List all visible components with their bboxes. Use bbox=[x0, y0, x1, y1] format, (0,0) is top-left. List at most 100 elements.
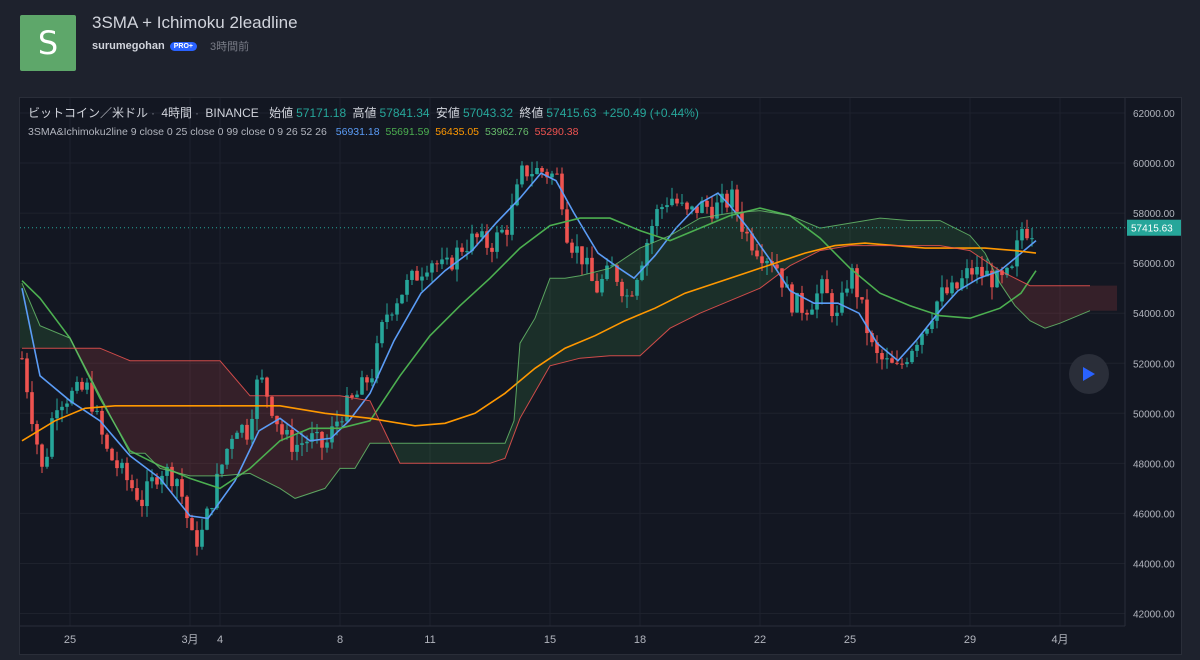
candle-body bbox=[525, 165, 529, 177]
candle-body bbox=[825, 279, 829, 294]
candle-body bbox=[295, 444, 299, 452]
candle-body bbox=[755, 250, 759, 257]
candle-body bbox=[1005, 267, 1009, 276]
candle-body bbox=[905, 362, 909, 365]
candle-body bbox=[745, 231, 749, 234]
high-label: 高値 bbox=[352, 106, 377, 120]
candle-body bbox=[175, 479, 179, 487]
candle-body bbox=[445, 257, 449, 260]
candle-body bbox=[360, 377, 364, 395]
candle-body bbox=[395, 303, 399, 315]
candle-body bbox=[185, 496, 189, 519]
author-avatar[interactable]: S bbox=[20, 15, 76, 71]
candle-body bbox=[640, 265, 644, 280]
candle-body bbox=[480, 231, 484, 238]
candle-body bbox=[145, 481, 149, 507]
candle-body bbox=[155, 477, 159, 485]
symbol-name[interactable]: ビットコイン／米ドル bbox=[28, 106, 149, 120]
pro-badge: PRO+ bbox=[169, 41, 197, 51]
indicator-legend[interactable]: 3SMA&Ichimoku2line 9 close 0 25 close 0 … bbox=[28, 126, 581, 138]
idea-title[interactable]: 3SMA + Ichimoku 2leadline bbox=[92, 13, 298, 32]
candle-body bbox=[600, 278, 604, 293]
candle-body bbox=[730, 189, 734, 208]
candle-body bbox=[345, 395, 349, 422]
candle-body bbox=[205, 508, 209, 530]
last-price-tag bbox=[1127, 219, 1181, 236]
x-tick-label: 25 bbox=[64, 634, 76, 646]
candle-body bbox=[840, 292, 844, 313]
candle-body bbox=[385, 314, 389, 323]
change-value: +250.49 (+0.44%) bbox=[602, 106, 699, 120]
y-tick-label: 56000.00 bbox=[1133, 259, 1175, 270]
candle-body bbox=[975, 266, 979, 275]
x-tick-label: 4 bbox=[217, 634, 223, 646]
candle-body bbox=[405, 279, 409, 295]
candle-body bbox=[475, 233, 479, 238]
candle-body bbox=[105, 434, 109, 449]
price-chart[interactable]: 62000.00 60000.00 58000.00 56000.00 54000.00… bbox=[20, 98, 1182, 655]
candle-body bbox=[965, 268, 969, 279]
candle-body bbox=[630, 295, 634, 297]
candle-body bbox=[380, 322, 384, 344]
candle-body bbox=[365, 377, 369, 383]
candle-body bbox=[265, 377, 269, 397]
candle-body bbox=[80, 381, 84, 390]
candle-body bbox=[970, 268, 974, 275]
candle-body bbox=[590, 257, 594, 281]
line-span-b bbox=[22, 245, 1090, 464]
candle-body bbox=[790, 284, 794, 313]
close-label: 終値 bbox=[519, 106, 544, 120]
candle-body bbox=[865, 299, 869, 334]
candle-body bbox=[225, 448, 229, 465]
candle-body bbox=[290, 430, 294, 452]
candle-body bbox=[140, 499, 144, 507]
candle-body bbox=[810, 309, 814, 315]
candle-body bbox=[490, 247, 494, 252]
y-tick-label: 46000.00 bbox=[1133, 509, 1175, 520]
cloud-segment bbox=[388, 210, 988, 464]
candle-body bbox=[605, 265, 609, 279]
candle-body bbox=[615, 265, 619, 282]
chart-panel[interactable]: 62000.00 60000.00 58000.00 56000.00 54000.00… bbox=[19, 97, 1182, 655]
candle-body bbox=[400, 294, 404, 304]
candle-body bbox=[435, 263, 439, 265]
candle-body bbox=[570, 242, 574, 253]
symbol-legend: ビットコイン／米ドル · 4時間 · BINANCE 始値 57171.18 高値 57… bbox=[28, 106, 699, 120]
candle-body bbox=[915, 344, 919, 351]
play-button[interactable] bbox=[1069, 354, 1109, 394]
candle-body bbox=[460, 247, 464, 252]
interval-label[interactable]: 4時間 bbox=[161, 106, 193, 120]
candle-body bbox=[505, 229, 509, 235]
candle-body bbox=[715, 202, 719, 219]
x-tick-label: 15 bbox=[544, 634, 556, 646]
candle-body bbox=[795, 292, 799, 313]
candle-body bbox=[75, 381, 79, 391]
candle-body bbox=[890, 358, 894, 363]
candle-body bbox=[870, 333, 874, 343]
candle-body bbox=[455, 247, 459, 270]
candle-body bbox=[115, 460, 119, 469]
x-tick-label: 11 bbox=[424, 634, 435, 646]
candle-body bbox=[580, 246, 584, 265]
author-name[interactable]: surumegohan bbox=[92, 40, 165, 52]
last-price-label: 57415.63 bbox=[1131, 224, 1173, 235]
x-tick-label: 3月 bbox=[181, 634, 198, 646]
candle-body bbox=[665, 205, 669, 208]
candle-body bbox=[830, 293, 834, 317]
high-value: 57841.34 bbox=[379, 106, 430, 120]
indicator-name[interactable]: 3SMA&Ichimoku2line 9 close 0 25 close 0 … bbox=[28, 126, 327, 138]
candle-body bbox=[200, 529, 204, 547]
candle-body bbox=[940, 287, 944, 302]
candle-body bbox=[850, 268, 854, 289]
candle-body bbox=[955, 282, 959, 289]
exchange-label: BINANCE bbox=[205, 106, 259, 120]
candle-body bbox=[895, 362, 899, 364]
candle-body bbox=[625, 295, 629, 297]
indicator-value-3: 53962.76 bbox=[484, 126, 529, 138]
x-tick-label: 29 bbox=[964, 634, 976, 646]
idea-header: S 3SMA + Ichimoku 2leadline surumegohan … bbox=[0, 0, 1200, 90]
candle-body bbox=[550, 173, 554, 178]
candle-body bbox=[820, 279, 824, 294]
candle-body bbox=[420, 276, 424, 281]
candle-body bbox=[130, 480, 134, 489]
